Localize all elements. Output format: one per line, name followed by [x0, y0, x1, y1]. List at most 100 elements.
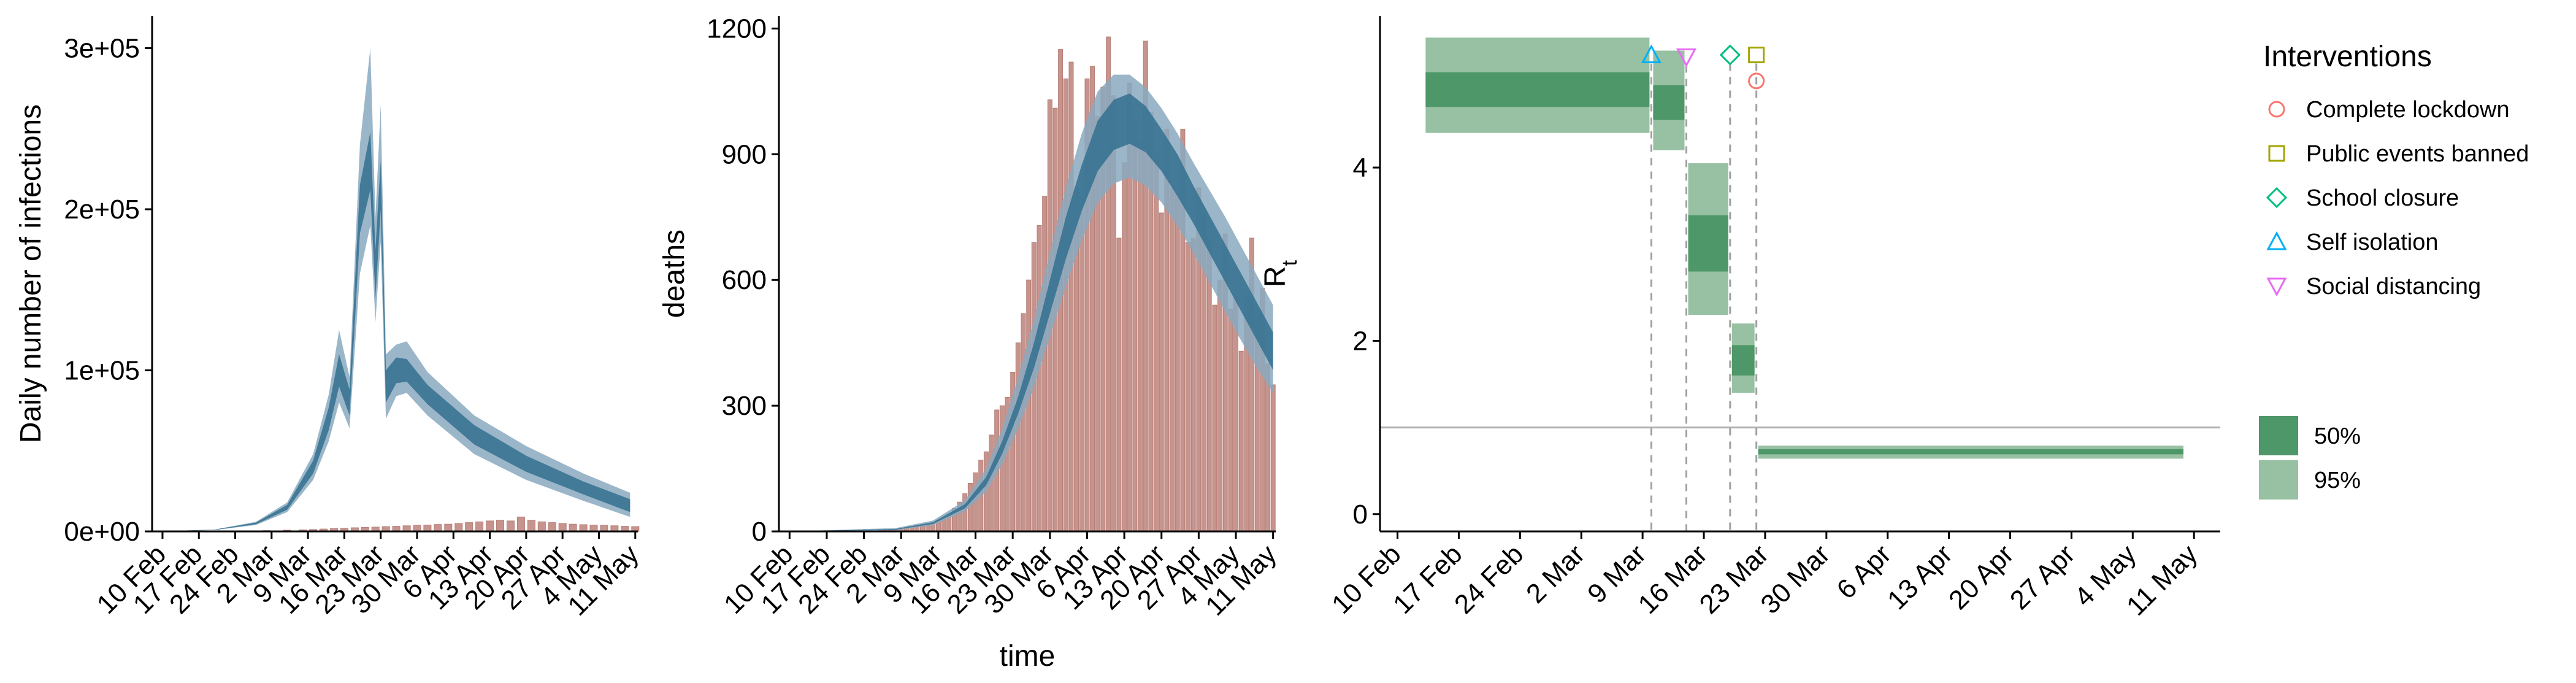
x-tick-label: 16 Mar — [1633, 539, 1713, 619]
observed-bar — [1122, 162, 1127, 532]
y-axis-title: deaths — [658, 230, 691, 318]
observed-bar — [1228, 309, 1233, 532]
observed-bar — [1068, 61, 1074, 532]
legend-swatch — [2259, 460, 2298, 500]
y-tick-label: 2e+05 — [64, 195, 140, 225]
legend-marker-triangle-up — [2266, 231, 2287, 250]
observed-bar — [1079, 196, 1084, 532]
x-tick-label: 24 Feb — [1449, 539, 1530, 620]
y-tick-label: 3e+05 — [64, 34, 140, 64]
x-tick-label: 27 Apr — [2004, 539, 2081, 615]
observed-bar — [423, 525, 432, 532]
observed-bar — [434, 524, 442, 532]
ci50-band — [162, 132, 631, 531]
legend-item-label: Complete lockdown — [2306, 97, 2510, 123]
legend-marker-triangle-down — [2266, 277, 2287, 297]
y-tick-label: 4 — [1353, 153, 1368, 183]
y-tick-label: 900 — [722, 139, 767, 169]
observed-bar — [548, 522, 556, 532]
rt-ci50-segment — [1653, 85, 1685, 120]
legend-title: Interventions — [2263, 41, 2432, 73]
y-tick-label: 1200 — [707, 14, 767, 44]
observed-bar — [1159, 212, 1164, 532]
legend-interval-label: 95% — [2314, 468, 2361, 493]
rt-ci50-segment — [1425, 72, 1650, 107]
x-tick-label: 2 Mar — [1520, 539, 1590, 609]
observed-bar — [1190, 237, 1196, 532]
legend-swatch — [2259, 416, 2298, 455]
x-tick-label: 13 Apr — [1882, 539, 1958, 615]
legend-item-label: School closure — [2306, 185, 2459, 211]
legend-interval-label: 50% — [2314, 423, 2361, 449]
rt-ci50-segment — [1758, 449, 2183, 455]
x-tick-label: 30 Mar — [1755, 539, 1835, 619]
observed-bar — [1238, 350, 1244, 532]
intervention-marker-triangle-up — [1641, 44, 1662, 64]
observed-bar — [496, 520, 504, 532]
intervention-marker-triangle-down — [1676, 48, 1696, 68]
x-tick-label: 11 May — [2121, 539, 2203, 621]
rt-ci50-segment — [1688, 215, 1728, 272]
observed-bar — [1154, 153, 1159, 532]
observed-bar — [1026, 279, 1032, 532]
x-tick-label: 10 Feb — [1326, 539, 1407, 620]
intervention-marker-diamond — [1719, 44, 1741, 66]
observed-bar — [1186, 242, 1191, 532]
ci95-band — [162, 48, 631, 531]
observed-bar — [1015, 342, 1021, 532]
observed-bar — [507, 520, 515, 532]
observed-bar — [1170, 187, 1175, 532]
ci95-band — [789, 74, 1273, 532]
observed-bar — [1132, 120, 1138, 532]
y-tick-label: 600 — [722, 265, 767, 295]
observed-bar — [589, 525, 598, 532]
legend-marker-circle — [2268, 101, 2285, 118]
observed-bar — [1138, 141, 1143, 532]
observed-bar — [558, 523, 567, 532]
x-tick-label: 17 Feb — [1387, 539, 1468, 620]
observed-bar — [516, 516, 525, 532]
observed-bar — [454, 523, 463, 532]
observed-bar — [579, 524, 588, 532]
y-tick-label: 0e+00 — [64, 517, 140, 547]
observed-bar — [1021, 313, 1026, 532]
observed-bar — [1175, 191, 1180, 532]
legend-marker-square — [2268, 145, 2285, 162]
y-tick-label: 2 — [1353, 326, 1368, 356]
observed-bar — [1037, 225, 1042, 532]
legend-item-label: Social distancing — [2306, 274, 2481, 299]
observed-bar — [486, 520, 494, 532]
intervention-marker-circle — [1748, 72, 1765, 90]
observed-bar — [569, 523, 577, 532]
legend-item-label: Self isolation — [2306, 230, 2438, 255]
y-tick-label: 0 — [752, 517, 767, 547]
observed-bar — [1265, 363, 1270, 532]
observed-bar — [1063, 78, 1068, 532]
observed-bar — [1116, 237, 1122, 532]
observed-bar — [1212, 304, 1217, 532]
observed-bar — [475, 521, 484, 532]
observed-bar — [1217, 279, 1222, 532]
interventions-legend: Interventions Complete lockdown Public ev… — [2259, 41, 2529, 500]
x-tick-label: 20 Apr — [1943, 539, 2020, 615]
legend-item-label: Public events banned — [2306, 141, 2529, 167]
observed-bar — [527, 520, 535, 532]
y-axis-title-subscript: t — [1278, 260, 1301, 266]
x-tick-label: 23 Mar — [1693, 539, 1774, 619]
observed-bar — [1042, 196, 1048, 532]
observed-bar — [537, 521, 546, 532]
observed-bar — [1270, 384, 1276, 532]
observed-bar — [444, 523, 453, 532]
y-tick-label: 1e+05 — [64, 356, 140, 386]
rt-ci50-segment — [1731, 345, 1755, 376]
intervention-marker-square — [1748, 47, 1765, 64]
y-tick-label: 0 — [1353, 500, 1368, 530]
x-axis-title: time — [1000, 640, 1056, 673]
legend-marker-diamond — [2266, 187, 2288, 209]
y-axis-title: Daily number of infections — [15, 104, 47, 443]
observed-bar — [465, 522, 473, 532]
